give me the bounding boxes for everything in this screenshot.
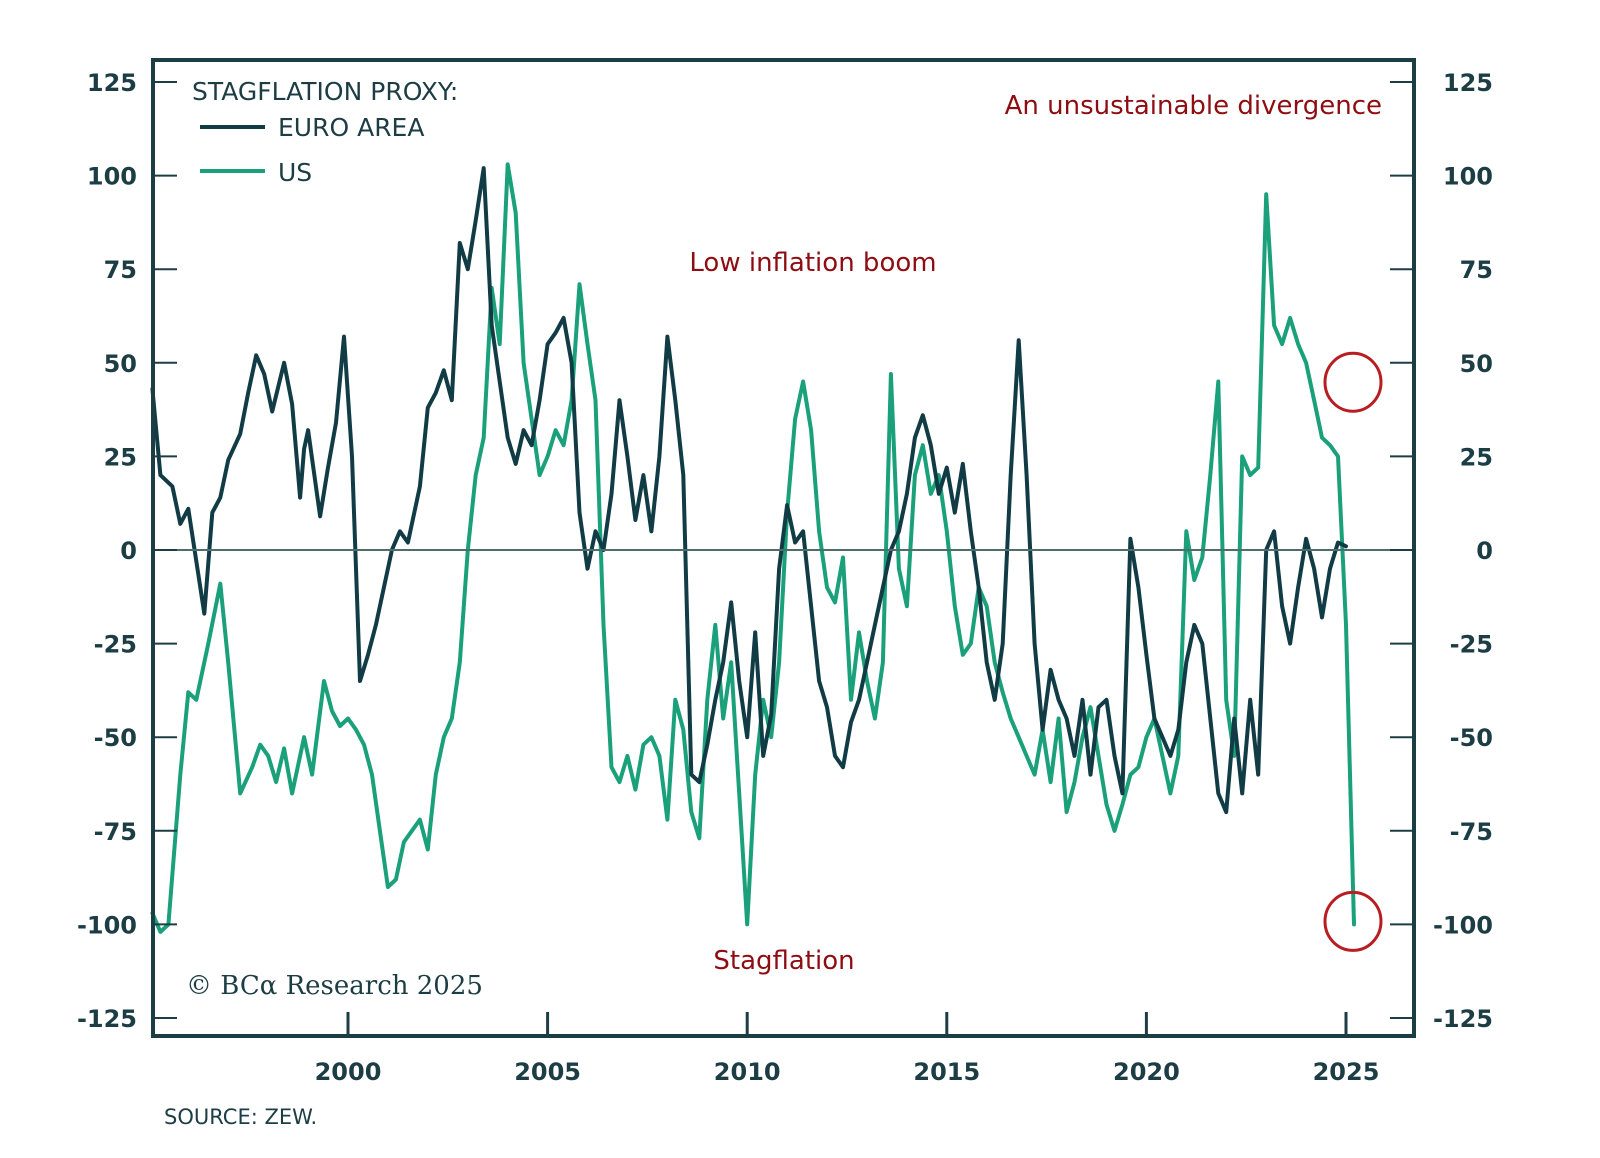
- y-tick-label-left: 25: [104, 443, 137, 471]
- series-line-euro-area: [150, 166, 1348, 815]
- y-tick-label-left: -100: [77, 911, 137, 939]
- highlight-circle-us: [1323, 890, 1383, 952]
- legend-label-us: US: [278, 158, 312, 187]
- copyright-label: © BCα Research 2025: [186, 971, 483, 1001]
- series-layer: [150, 162, 1356, 934]
- y-tick-label-right: 100: [1443, 163, 1493, 191]
- y-axis-left: 125 100 75 50 25 0 -25 -50 -75 -100 -125: [77, 69, 177, 1033]
- y-tick-label-right: -25: [1450, 631, 1493, 659]
- y-tick-label-left: 125: [87, 69, 137, 97]
- plot-frame: [151, 58, 1416, 1038]
- legend-label-euro-area: EURO AREA: [278, 113, 424, 142]
- x-tick-label: 2015: [913, 1058, 980, 1086]
- annotation-low-inflation-boom: Low inflation boom: [689, 248, 936, 278]
- annotation-stagflation: Stagflation: [713, 946, 854, 976]
- x-tick-label: 2005: [514, 1058, 581, 1086]
- x-tick-label: 2000: [315, 1058, 382, 1086]
- y-tick-label-left: -25: [94, 631, 137, 659]
- y-tick-label-right: 0: [1476, 537, 1493, 565]
- x-tick-label: 2020: [1113, 1058, 1180, 1086]
- x-axis: 2000 2005 2010 2015 2020 2025: [315, 1012, 1380, 1086]
- y-tick-label-left: 100: [87, 163, 137, 191]
- x-tick-label: 2010: [714, 1058, 781, 1086]
- y-tick-label-right: 25: [1460, 443, 1493, 471]
- y-tick-label-right: 50: [1460, 350, 1493, 378]
- legend-title: STAGFLATION PROXY:: [192, 77, 458, 106]
- y-tick-label-right: -125: [1433, 1005, 1493, 1033]
- y-tick-label-left: -125: [77, 1005, 137, 1033]
- annotation-divergence: An unsustainable divergence: [1005, 91, 1382, 121]
- y-tick-label-right: -50: [1450, 724, 1493, 752]
- y-tick-label-left: 50: [104, 350, 137, 378]
- y-axis-right: 125 100 75 50 25 0 -25 -50 -75 -100 -125: [1390, 69, 1493, 1033]
- y-tick-label-left: 0: [120, 537, 137, 565]
- y-tick-label-left: -75: [94, 818, 137, 846]
- y-tick-label-right: -100: [1433, 911, 1493, 939]
- series-line-us: [150, 162, 1356, 934]
- y-tick-label-left: -50: [94, 724, 137, 752]
- y-tick-label-right: -75: [1450, 818, 1493, 846]
- x-tick-label: 2025: [1313, 1058, 1380, 1086]
- highlight-circle-euro-area: [1323, 351, 1383, 413]
- highlight-circles: [1323, 351, 1383, 952]
- y-tick-label-right: 125: [1443, 69, 1493, 97]
- legend: STAGFLATION PROXY: EURO AREA US: [192, 77, 458, 187]
- source-label: SOURCE: ZEW.: [164, 1105, 317, 1129]
- y-tick-label-left: 75: [104, 256, 137, 284]
- y-tick-label-right: 75: [1460, 256, 1493, 284]
